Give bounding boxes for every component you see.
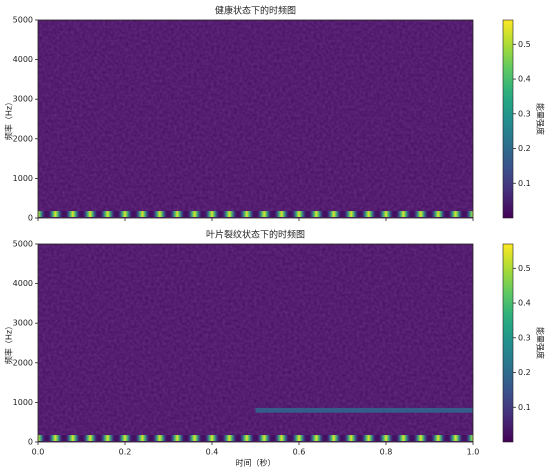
noise-texture <box>38 20 473 218</box>
y-axis-label: 频率（Hz） <box>4 322 14 364</box>
y-axis-label: 频率（Hz） <box>4 98 14 140</box>
plot-frame <box>37 243 474 443</box>
y-tick-label: 5000 <box>13 240 33 249</box>
frequency-band <box>38 435 473 442</box>
y-tick-label: 1000 <box>13 174 33 183</box>
x-tick-label: 1.0 <box>467 448 480 457</box>
colorbar-label: 能量强度 <box>536 327 546 359</box>
colorbar-tick-label: 0.3 <box>518 109 531 118</box>
y-tick-label: 4000 <box>13 279 33 288</box>
colorbar-label: 能量强度 <box>536 103 546 135</box>
y-tick-label: 4000 <box>13 55 33 64</box>
y-tick-label: 2000 <box>13 358 33 367</box>
frequency-band <box>255 407 473 413</box>
x-tick-label: 0.0 <box>32 448 45 457</box>
colorbar-tick-label: 0.5 <box>518 40 531 49</box>
y-tick-label: 0 <box>28 214 33 223</box>
colorbar-tick-label: 0.2 <box>518 144 531 153</box>
colorbar-tick-label: 0.1 <box>518 179 531 188</box>
colorbar-tick-label: 0.4 <box>518 75 531 84</box>
x-tick-label: 0.2 <box>119 448 132 457</box>
colorbar-tick-label: 0.5 <box>518 264 531 273</box>
chart-title: 叶片裂纹状态下的时频图 <box>206 229 305 241</box>
plot-frame <box>37 19 474 219</box>
y-tick-label: 5000 <box>13 16 33 25</box>
x-tick-label: 0.6 <box>293 448 306 457</box>
colorbar-tick-label: 0.4 <box>518 299 531 308</box>
colorbar <box>502 19 514 219</box>
chart-title: 健康状态下的时频图 <box>215 5 296 17</box>
colorbar <box>502 243 514 443</box>
frequency-band <box>38 211 473 218</box>
colorbar-tick-label: 0.3 <box>518 333 531 342</box>
colorbar-tick-label: 0.1 <box>518 403 531 412</box>
x-tick-label: 0.8 <box>380 448 393 457</box>
colorbar-tick-label: 0.2 <box>518 368 531 377</box>
y-tick-label: 3000 <box>13 95 33 104</box>
x-tick-label: 0.4 <box>206 448 219 457</box>
y-tick-label: 1000 <box>13 398 33 407</box>
y-tick-label: 3000 <box>13 319 33 328</box>
y-tick-label: 2000 <box>13 134 33 143</box>
y-tick-label: 0 <box>28 438 33 447</box>
x-axis-label: 时间（秒） <box>236 458 276 468</box>
